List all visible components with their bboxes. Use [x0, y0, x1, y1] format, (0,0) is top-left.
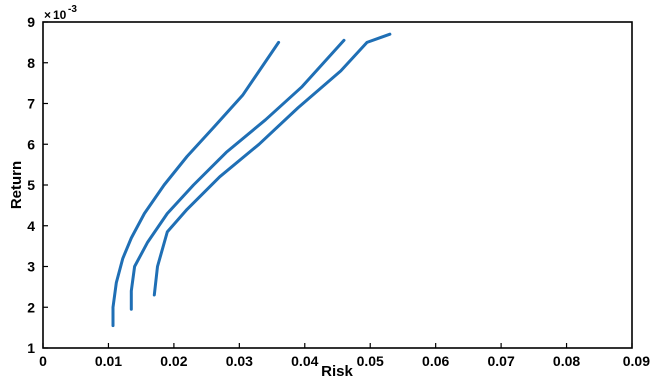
x-axis-ticks: 0 0.01 0.02 0.03 0.04 0.05 0.06 0.07 0.08 0.09: [39, 343, 650, 369]
exponent-prefix: ×: [44, 8, 51, 22]
x-tick-label: 0.03: [226, 353, 253, 369]
y-exponent-label: × 10 -3: [44, 4, 77, 22]
exponent-power: -3: [68, 4, 77, 15]
y-tick-label: 4: [27, 218, 35, 234]
x-axis-label: Risk: [321, 363, 353, 380]
y-tick-label: 1: [27, 340, 35, 356]
y-tick-label: 8: [27, 55, 35, 71]
x-tick-label: 0: [39, 353, 47, 369]
series-line-1: [111, 40, 281, 328]
x-tick-label: 0.04: [291, 353, 318, 369]
x-tick-label: 0.07: [487, 353, 514, 369]
series-line-3: [152, 32, 392, 297]
series-line-2: [129, 38, 346, 311]
y-tick-label: 6: [27, 136, 35, 152]
x-tick-label: 0.01: [95, 353, 122, 369]
series-layer: [111, 32, 392, 328]
y-tick-label: 7: [27, 96, 35, 112]
y-tick-label: 3: [27, 259, 35, 275]
y-axis-label: Return: [8, 161, 25, 209]
x-tick-label: 0.02: [160, 353, 187, 369]
x-tick-label: 0.05: [357, 353, 384, 369]
exponent-base: 10: [53, 8, 67, 22]
y-tick-label: 5: [27, 177, 35, 193]
y-axis-ticks: 1 2 3 4 5 6 7 8 9: [27, 14, 48, 356]
x-tick-label: 0.09: [623, 353, 650, 369]
x-tick-label: 0.08: [553, 353, 580, 369]
x-tick-label: 0.06: [422, 353, 449, 369]
y-tick-label: 2: [27, 299, 35, 315]
y-tick-label: 9: [27, 14, 35, 30]
